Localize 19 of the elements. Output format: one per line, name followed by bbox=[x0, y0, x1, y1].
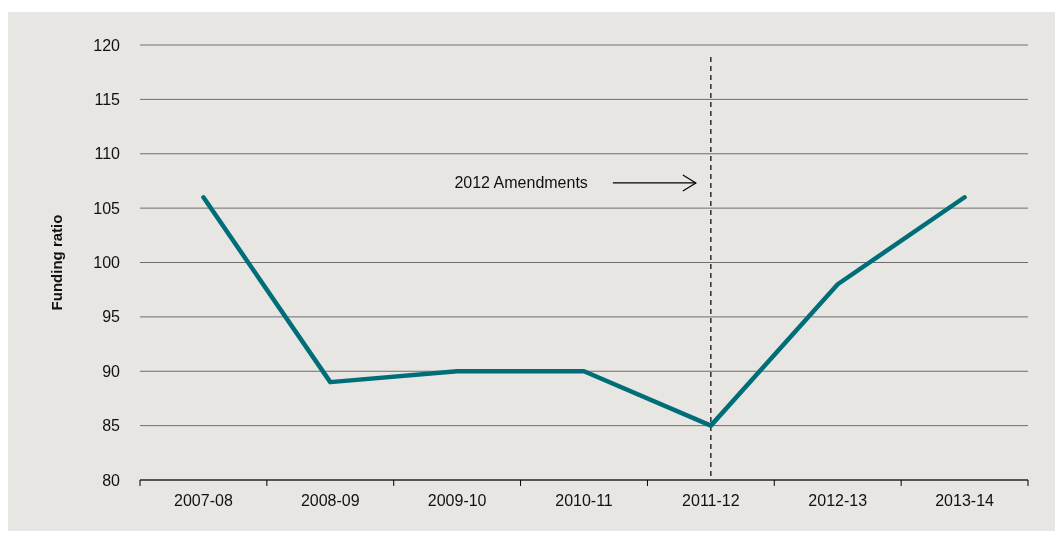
y-axis-title: Funding ratio bbox=[48, 214, 65, 311]
x-tick-label: 2008-09 bbox=[300, 492, 360, 509]
line-series bbox=[201, 195, 967, 428]
x-tick-label: 2012-13 bbox=[808, 492, 868, 509]
y-tick-label: 115 bbox=[94, 90, 121, 108]
y-tick-label: 120 bbox=[93, 36, 121, 54]
x-tick-label: 2009-10 bbox=[427, 492, 487, 509]
x-tick-label: 2007-08 bbox=[174, 492, 233, 509]
ref-line-label: 2012 Amendments bbox=[454, 174, 588, 192]
x-tick-label: 2011-12 bbox=[682, 492, 740, 509]
y-tick-label: 85 bbox=[102, 417, 121, 435]
y-tick-label: 110 bbox=[94, 145, 121, 163]
y-tick-label: 90 bbox=[102, 362, 121, 380]
y-tick-label: 105 bbox=[93, 199, 121, 217]
y-tick-label: 80 bbox=[102, 471, 121, 489]
y-tick-label: 95 bbox=[102, 308, 121, 326]
y-tick-label: 100 bbox=[93, 254, 121, 272]
x-tick-label: 2010-11 bbox=[555, 492, 613, 509]
x-tick-label: 2013-14 bbox=[935, 492, 995, 509]
